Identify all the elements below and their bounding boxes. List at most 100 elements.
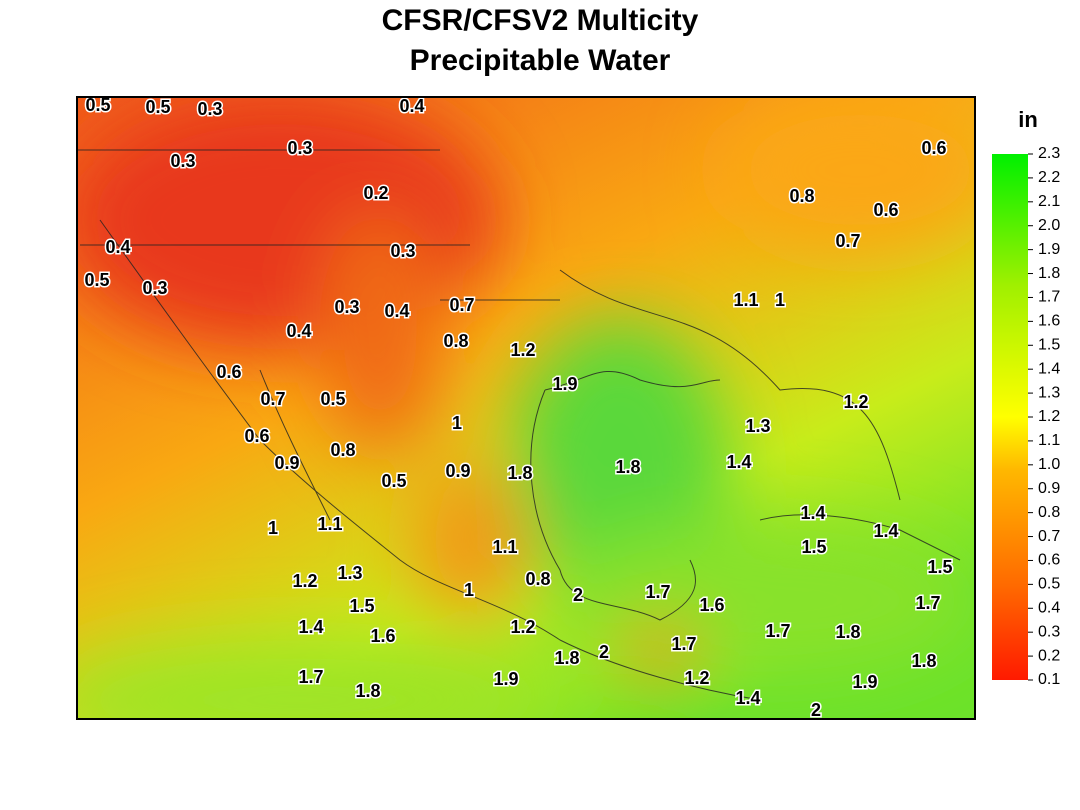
contour-label: 0.3: [142, 278, 167, 298]
contour-label: 0.5: [84, 270, 109, 290]
colorbar-tick-label: 1.8: [1038, 265, 1060, 282]
contour-label: 1.6: [699, 595, 724, 615]
colorbar-tick-label: 0.1: [1038, 671, 1060, 688]
contour-label: 1: [452, 413, 462, 433]
contour-label: 1.2: [843, 392, 868, 412]
contour-label: 0.3: [170, 151, 195, 171]
contour-label: 0.4: [384, 301, 409, 321]
contour-label: 1.6: [370, 626, 395, 646]
contour-label: 0.6: [921, 138, 946, 158]
contour-label: 0.8: [525, 569, 550, 589]
contour-label: 0.3: [334, 297, 359, 317]
contour-label: 1.8: [355, 681, 380, 701]
contour-label: 1.9: [552, 374, 577, 394]
colorbar: [992, 154, 1028, 680]
contour-label: 0.5: [381, 471, 406, 491]
contour-label: 0.7: [449, 295, 474, 315]
colorbar-tick-label: 2.3: [1038, 145, 1060, 162]
contour-label: 0.3: [287, 138, 312, 158]
contour-label: 0.8: [789, 186, 814, 206]
contour-label: 0.5: [320, 389, 345, 409]
colorbar-tick-label: 2.0: [1038, 217, 1060, 234]
contour-label: 1.1: [733, 290, 758, 310]
contour-label: 1.3: [745, 416, 770, 436]
colorbar-tick-label: 1.9: [1038, 241, 1060, 258]
contour-label: 1.1: [492, 537, 517, 557]
contour-label: 1.4: [726, 452, 751, 472]
contour-label: 1.8: [835, 622, 860, 642]
contour-label: 1.2: [510, 340, 535, 360]
contour-label: 1.4: [800, 503, 825, 523]
contour-label: 1.8: [615, 457, 640, 477]
contour-label: 0.4: [399, 96, 424, 116]
colorbar-tick-label: 1.0: [1038, 456, 1060, 473]
colorbar-tick-label: 0.5: [1038, 576, 1060, 593]
contour-label: 0.3: [197, 99, 222, 119]
colorbar-tick-label: 2.1: [1038, 193, 1060, 210]
contour-label: 0.9: [445, 461, 470, 481]
colorbar-tick-label: 0.6: [1038, 552, 1060, 569]
contour-label: 1.1: [317, 514, 342, 534]
contour-label: 1.4: [873, 521, 898, 541]
contour-label: 1.7: [645, 582, 670, 602]
contour-label: 1: [775, 290, 785, 310]
contour-label: 2: [573, 585, 583, 605]
colorbar-tick-label: 1.2: [1038, 408, 1060, 425]
contour-label: 0.6: [244, 426, 269, 446]
contour-label: 0.9: [274, 453, 299, 473]
contour-label: 1.7: [671, 634, 696, 654]
contour-label: 0.6: [216, 362, 241, 382]
contour-label: 0.7: [260, 389, 285, 409]
contour-label: 1.9: [493, 669, 518, 689]
contour-label: 0.3: [390, 241, 415, 261]
contour-label: 1: [464, 580, 474, 600]
contour-label: 1.7: [915, 593, 940, 613]
title-line: Precipitable Water: [410, 44, 671, 77]
colorbar-tick-label: 0.4: [1038, 599, 1060, 616]
title-line: CFSR/CFSV2 Multicity: [382, 4, 699, 37]
contour-label: 0.7: [835, 231, 860, 251]
map-frame: [76, 96, 976, 720]
contour-label: 0.4: [286, 321, 311, 341]
contour-label: 2: [811, 700, 821, 720]
colorbar-tick-label: 0.2: [1038, 647, 1060, 664]
contour-label: 1.2: [684, 668, 709, 688]
contour-label: 2: [599, 642, 609, 662]
contour-label: 1.4: [735, 688, 760, 708]
contour-label: 0.2: [363, 183, 388, 203]
colorbar-tick-label: 0.7: [1038, 528, 1060, 545]
contour-label: 1.2: [510, 617, 535, 637]
colorbar-unit: in: [1018, 107, 1038, 132]
colorbar-tick-label: 1.3: [1038, 384, 1060, 401]
contour-label: 1.3: [337, 563, 362, 583]
map-field: 0.5 0.5 0.3 0.4 0.3 0.3 0.6 0.2 0.8 0.6 0.7 0.4 0.3 0…: [77, 95, 975, 720]
contour-label: 1: [268, 518, 278, 538]
colorbar-tick-label: 1.6: [1038, 313, 1060, 330]
colorbar-tick-label: 0.3: [1038, 623, 1060, 640]
contour-label: 1.4: [298, 617, 323, 637]
colorbar-tick-label: 2.2: [1038, 169, 1060, 186]
contour-label: 1.5: [927, 557, 952, 577]
contour-label: 0.8: [443, 331, 468, 351]
colorbar-tick-label: 1.1: [1038, 432, 1060, 449]
colorbar-tick-label: 1.7: [1038, 289, 1060, 306]
colorbar-tick-label: 1.5: [1038, 336, 1060, 353]
colorbar-tick-label: 1.4: [1038, 360, 1060, 377]
contour-label: 1.8: [554, 648, 579, 668]
colorbar-tick-label: 0.8: [1038, 504, 1060, 521]
contour-label: 1.7: [298, 667, 323, 687]
contour-label: 1.5: [801, 537, 826, 557]
contour-label: 0.8: [330, 440, 355, 460]
contour-label: 0.6: [873, 200, 898, 220]
contour-label: 1.9: [852, 672, 877, 692]
contour-label: 1.8: [507, 463, 532, 483]
contour-label: 0.5: [85, 95, 110, 115]
contour-label: 1.8: [911, 651, 936, 671]
contour-label: 0.5: [145, 97, 170, 117]
contour-label: 1.2: [292, 571, 317, 591]
contour-label: 0.4: [105, 237, 130, 257]
contour-label: 1.5: [349, 596, 374, 616]
contour-label: 1.7: [765, 621, 790, 641]
colorbar-tick-label: 0.9: [1038, 480, 1060, 497]
